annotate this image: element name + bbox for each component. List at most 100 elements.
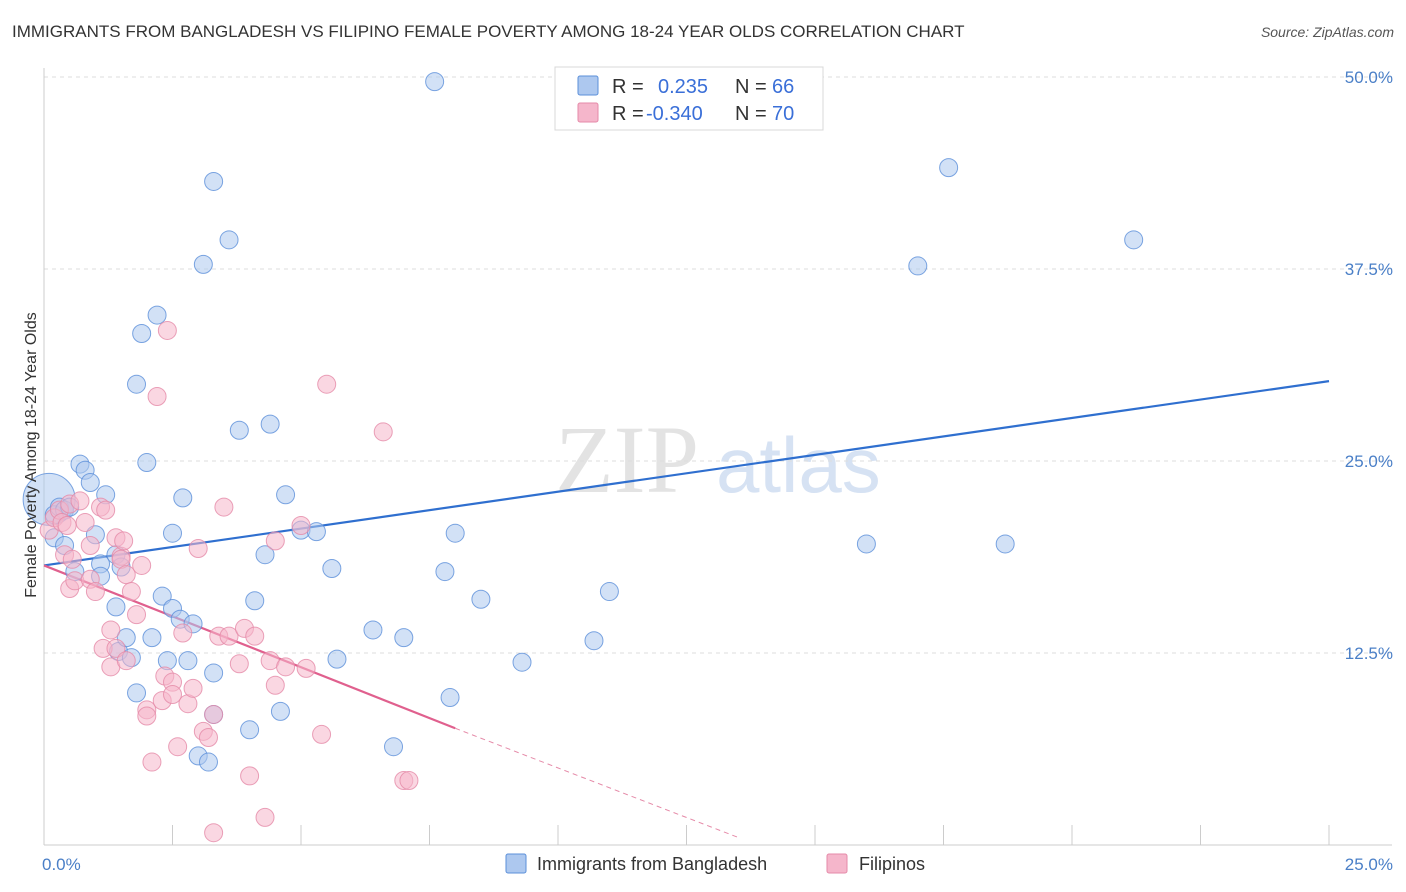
bangladesh-point-67 bbox=[995, 534, 1015, 554]
bangladesh-point-44 bbox=[245, 591, 265, 611]
filipinos-point-24 bbox=[114, 531, 134, 551]
bangladesh-point-66 bbox=[939, 158, 959, 178]
filipinos-trend-line bbox=[43, 564, 456, 730]
stats-r-value-filipinos: -0.340 bbox=[646, 103, 703, 125]
bangladesh-point-21 bbox=[127, 683, 147, 703]
stats-n-value-filipinos: 70 bbox=[772, 103, 794, 125]
y-tick-label-1: 25.0% bbox=[1345, 452, 1393, 471]
bangladesh-point-24 bbox=[137, 453, 157, 473]
stats-r-label: R = bbox=[612, 103, 644, 125]
bangladesh-point-38 bbox=[193, 254, 213, 274]
legend-swatch-filipinos bbox=[826, 853, 848, 874]
y-tick-label-2: 37.5% bbox=[1345, 260, 1393, 279]
bangladesh-point-54 bbox=[384, 737, 404, 757]
filipinos-point-8 bbox=[62, 549, 82, 569]
bangladesh-point-40 bbox=[204, 171, 224, 191]
bangladesh-point-62 bbox=[584, 631, 604, 651]
legend-swatch-bangladesh bbox=[505, 853, 527, 874]
bangladesh-point-41 bbox=[219, 230, 239, 250]
bangladesh-point-55 bbox=[394, 628, 414, 648]
filipinos-point-58 bbox=[265, 531, 285, 551]
bangladesh-point-65 bbox=[908, 256, 928, 276]
filipinos-point-19 bbox=[101, 620, 121, 640]
filipinos-point-28 bbox=[127, 605, 147, 625]
filipinos-point-57 bbox=[265, 675, 285, 695]
bangladesh-point-30 bbox=[163, 523, 182, 543]
filipinos-point-29 bbox=[132, 555, 152, 575]
bangladesh-point-53 bbox=[363, 620, 383, 640]
bangladesh-point-60 bbox=[471, 589, 491, 609]
filipinos-point-60 bbox=[291, 516, 311, 536]
legend-label-filipinos: Filipinos bbox=[859, 854, 925, 874]
filipinos-point-39 bbox=[168, 737, 188, 757]
filipinos-point-50 bbox=[219, 626, 239, 646]
filipinos-point-47 bbox=[204, 823, 224, 843]
bangladesh-point-58 bbox=[440, 688, 460, 708]
y-tick-label-0: 12.5% bbox=[1345, 644, 1393, 663]
bangladesh-point-52 bbox=[327, 649, 347, 669]
stats-n-label: N = bbox=[735, 103, 767, 125]
bangladesh-point-32 bbox=[173, 488, 193, 508]
filipinos-point-66 bbox=[399, 770, 419, 790]
stats-r-label: R = bbox=[612, 76, 644, 98]
filipinos-point-11 bbox=[75, 512, 95, 532]
stats-r-value-bangladesh: 0.235 bbox=[658, 76, 708, 98]
bangladesh-point-22 bbox=[127, 374, 147, 394]
bangladesh-point-63 bbox=[599, 582, 619, 602]
filipinos-point-25 bbox=[116, 565, 136, 585]
bangladesh-point-56 bbox=[425, 72, 445, 92]
series-legend: Immigrants from Bangladesh Filipinos bbox=[505, 853, 925, 874]
bangladesh-point-33 bbox=[178, 651, 198, 671]
bangladesh-point-64 bbox=[856, 534, 876, 554]
legend-label-bangladesh: Immigrants from Bangladesh bbox=[537, 854, 767, 874]
filipinos-point-14 bbox=[85, 582, 105, 602]
bangladesh-point-46 bbox=[260, 414, 280, 434]
svg-text:R = -0.340 N =: R = -0.340 N = 70 bbox=[612, 103, 794, 125]
filipinos-point-20 bbox=[106, 638, 126, 658]
watermark-zip: ZIP bbox=[555, 406, 699, 513]
bangladesh-point-51 bbox=[322, 559, 342, 579]
filipinos-point-32 bbox=[142, 752, 162, 772]
filipinos-point-49 bbox=[214, 497, 234, 517]
bangladesh-point-42 bbox=[229, 420, 249, 440]
filipinos-point-38 bbox=[163, 684, 182, 704]
bangladesh-point-39 bbox=[204, 663, 224, 683]
filipinos-point-59 bbox=[276, 657, 296, 677]
bangladesh-point-43 bbox=[240, 720, 260, 740]
filipinos-point-46 bbox=[204, 704, 224, 724]
bangladesh-point-36 bbox=[198, 752, 218, 772]
bangladesh-point-25 bbox=[142, 628, 162, 648]
bangladesh-point-68 bbox=[1124, 230, 1144, 250]
filipinos-point-42 bbox=[183, 678, 203, 698]
bangladesh-point-27 bbox=[152, 586, 172, 606]
y-tick-label-3: 50.0% bbox=[1345, 68, 1393, 87]
x-tick-label-1: 25.0% bbox=[1345, 855, 1393, 874]
filipinos-point-10 bbox=[70, 491, 90, 511]
stats-legend: R = 0.235 N = 66 R = -0.340 N = 70 bbox=[554, 66, 824, 131]
trend-lines bbox=[43, 380, 1330, 838]
bangladesh-point-59 bbox=[445, 523, 465, 543]
filipinos-point-33 bbox=[147, 386, 167, 406]
stats-legend-swatch-bangladesh bbox=[577, 75, 599, 96]
filipinos-point-40 bbox=[173, 623, 193, 643]
stats-n-value-bangladesh: 66 bbox=[772, 76, 794, 98]
data-points bbox=[22, 72, 1144, 843]
bangladesh-point-61 bbox=[512, 652, 532, 672]
bangladesh-point-16 bbox=[106, 597, 126, 617]
bangladesh-point-10 bbox=[80, 473, 100, 493]
filipinos-point-63 bbox=[317, 374, 337, 394]
bangladesh-point-45 bbox=[255, 545, 275, 565]
y-axis-title: Female Poverty Among 18-24 Year Olds bbox=[23, 312, 40, 598]
filipinos-point-51 bbox=[229, 654, 249, 674]
filipinos-point-12 bbox=[80, 535, 100, 555]
stats-n-label: N = bbox=[735, 76, 767, 98]
x-tick-label-0: 0.0% bbox=[42, 855, 81, 874]
stats-legend-swatch-filipinos bbox=[577, 102, 599, 123]
chart-title: IMMIGRANTS FROM BANGLADESH VS FILIPINO F… bbox=[12, 22, 965, 41]
filipinos-point-61 bbox=[296, 658, 316, 678]
axes bbox=[43, 68, 1392, 846]
filipinos-point-36 bbox=[157, 320, 177, 340]
bangladesh-point-26 bbox=[147, 305, 167, 325]
filipinos-point-17 bbox=[96, 500, 116, 520]
